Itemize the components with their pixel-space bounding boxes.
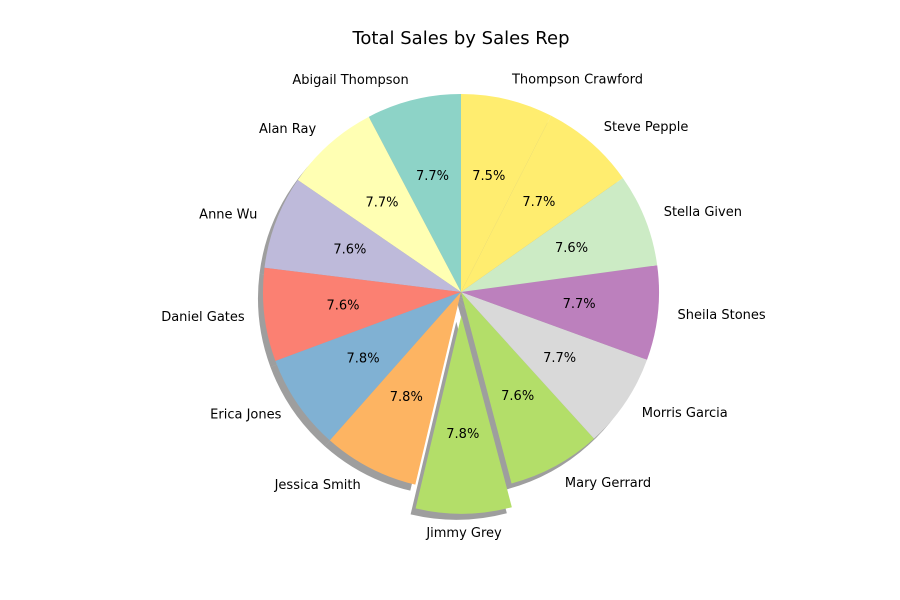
slice-label-jimmy-grey: Jimmy Grey — [425, 526, 502, 541]
slice-percent-abigail-thompson: 7.7% — [416, 169, 449, 184]
slice-percent-jessica-smith: 7.8% — [390, 390, 423, 405]
pie-slice-daniel-gates — [262, 267, 461, 361]
slice-percent-erica-jones: 7.8% — [347, 352, 380, 367]
slice-label-anne-wu: Anne Wu — [199, 207, 257, 222]
slice-percent-sheila-stones: 7.7% — [563, 297, 596, 312]
slice-label-thompson-crawford: Thompson Crawford — [511, 73, 643, 88]
label-layer: Abigail Thompson 7.7% Alan Ray 7.7% Anne Wu 7… — [161, 73, 766, 541]
slice-percent-mary-gerrard: 7.6% — [501, 389, 534, 404]
pie-slice-alan-ray — [297, 116, 461, 293]
slice-percent-morris-garcia: 7.7% — [543, 351, 576, 366]
pie-slice-mary-gerrard — [461, 292, 595, 484]
slice-label-stella-given: Stella Given — [664, 205, 742, 220]
pie-slice-thompson-crawford — [461, 94, 552, 292]
slice-percent-steve-pepple: 7.7% — [522, 195, 555, 210]
pie-slice-jessica-smith — [329, 292, 461, 485]
pie-slice-jimmy-grey — [415, 315, 512, 514]
slice-percent-stella-given: 7.6% — [555, 241, 588, 256]
chart-title: Total Sales by Sales Rep — [351, 28, 569, 49]
slice-label-erica-jones: Erica Jones — [210, 408, 281, 423]
slice-label-alan-ray: Alan Ray — [259, 122, 317, 137]
pie-slice-stella-given — [461, 177, 658, 292]
pie-slice-sheila-stones — [461, 265, 659, 360]
slice-label-abigail-thompson: Abigail Thompson — [292, 73, 408, 88]
slice-label-jessica-smith: Jessica Smith — [274, 478, 361, 493]
pie-slice-abigail-thompson — [368, 94, 461, 292]
slice-percent-jimmy-grey: 7.8% — [446, 427, 479, 442]
slice-percent-anne-wu: 7.6% — [333, 242, 366, 257]
slice-layer — [262, 94, 659, 514]
pie-slice-anne-wu — [264, 179, 461, 292]
slice-label-daniel-gates: Daniel Gates — [161, 310, 245, 325]
pie-slice-steve-pepple — [461, 115, 623, 292]
slice-label-steve-pepple: Steve Pepple — [604, 120, 689, 135]
slice-percent-alan-ray: 7.7% — [366, 196, 399, 211]
slice-percent-daniel-gates: 7.6% — [326, 298, 359, 313]
slice-label-morris-garcia: Morris Garcia — [642, 406, 728, 421]
slice-label-sheila-stones: Sheila Stones — [678, 308, 766, 323]
pie-slice-erica-jones — [275, 292, 461, 441]
pie-slice-morris-garcia — [461, 292, 648, 439]
slice-percent-thompson-crawford: 7.5% — [472, 169, 505, 184]
slice-label-mary-gerrard: Mary Gerrard — [565, 476, 651, 491]
